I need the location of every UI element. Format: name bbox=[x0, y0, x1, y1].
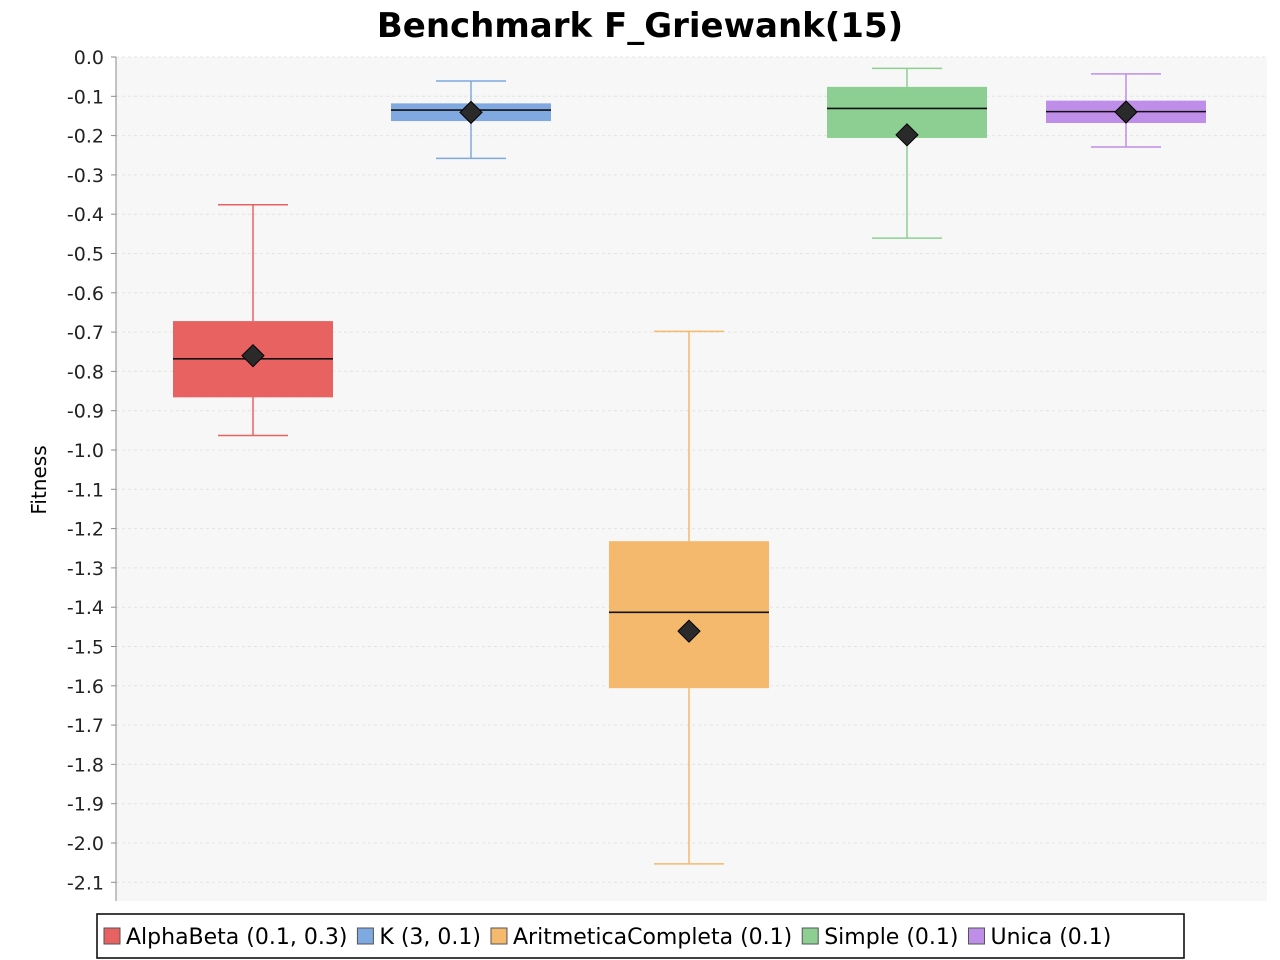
box-4 bbox=[827, 67, 987, 239]
mean-marker bbox=[895, 123, 919, 147]
y-tick-label: -2.0 bbox=[67, 833, 104, 855]
mean-marker bbox=[241, 343, 265, 368]
legend-label: AritmeticaCompleta (0.1) bbox=[513, 925, 792, 950]
y-tick-label: -0.5 bbox=[67, 244, 104, 266]
iqr-box bbox=[609, 541, 769, 689]
y-tick-label: -1.0 bbox=[67, 440, 104, 462]
legend-swatch bbox=[801, 927, 819, 945]
legend-swatch bbox=[490, 927, 508, 945]
legend-swatch bbox=[103, 927, 121, 945]
y-tick-label: -1.7 bbox=[67, 715, 104, 737]
y-tick-label: -0.7 bbox=[67, 322, 104, 344]
y-tick-label: -1.4 bbox=[67, 597, 104, 619]
legend-item-1: AlphaBeta (0.1, 0.3) bbox=[103, 925, 347, 950]
y-tick-label: 0.0 bbox=[74, 47, 104, 69]
y-tick-label: -1.3 bbox=[67, 558, 104, 580]
y-tick-label: -1.5 bbox=[67, 637, 104, 659]
legend-swatch bbox=[968, 927, 985, 945]
y-axis-label: Fitness bbox=[27, 445, 51, 514]
plot-area bbox=[116, 57, 1267, 901]
legend-item-5: Unica (0.1) bbox=[968, 925, 1112, 950]
legend-item-3: AritmeticaCompleta (0.1) bbox=[490, 925, 792, 950]
box-series bbox=[173, 67, 1206, 865]
box-1 bbox=[173, 204, 333, 437]
y-tick-label: -0.2 bbox=[67, 126, 104, 148]
legend: AlphaBeta (0.1, 0.3) K (3, 0.1) Aritmetica… bbox=[103, 925, 1112, 950]
y-tick-label: -2.1 bbox=[67, 872, 104, 894]
y-tick-label: -0.3 bbox=[67, 165, 104, 187]
y-tick-label: -1.9 bbox=[67, 794, 104, 816]
legend-frame bbox=[96, 913, 1185, 959]
y-tick-label: -0.1 bbox=[67, 86, 104, 108]
y-tick-label: -1.2 bbox=[67, 519, 104, 541]
mean-marker bbox=[459, 100, 483, 125]
mean-marker bbox=[1114, 100, 1138, 124]
box-3 bbox=[609, 330, 769, 865]
legend-label: AlphaBeta (0.1, 0.3) bbox=[126, 925, 347, 950]
legend-label: Unica (0.1) bbox=[991, 925, 1112, 950]
mean-marker bbox=[677, 619, 701, 643]
legend-item-2: K (3, 0.1) bbox=[356, 925, 481, 950]
y-tick-label: -0.4 bbox=[67, 204, 104, 226]
y-tick-label: -1.8 bbox=[67, 754, 104, 776]
y-tick-label: -0.6 bbox=[67, 283, 104, 305]
box-2 bbox=[391, 80, 551, 160]
y-tick-label: -0.9 bbox=[67, 401, 104, 423]
y-axis-ticks: 0.0 -0.1 -0.2 -0.3 -0.4 -0.5 -0.6 -0.7 -0.8 -0.9 -… bbox=[67, 47, 116, 894]
legend-swatch bbox=[356, 927, 374, 945]
y-tick-label: -0.8 bbox=[67, 361, 104, 383]
legend-label: K (3, 0.1) bbox=[379, 925, 481, 950]
y-tick-label: -1.1 bbox=[67, 479, 104, 501]
legend-item-4: Simple (0.1) bbox=[801, 925, 959, 950]
box-5 bbox=[1046, 73, 1206, 148]
legend-label: Simple (0.1) bbox=[824, 925, 958, 950]
chart-title: Benchmark F_Griewank(15) bbox=[377, 6, 903, 46]
y-tick-label: -1.6 bbox=[67, 676, 104, 698]
